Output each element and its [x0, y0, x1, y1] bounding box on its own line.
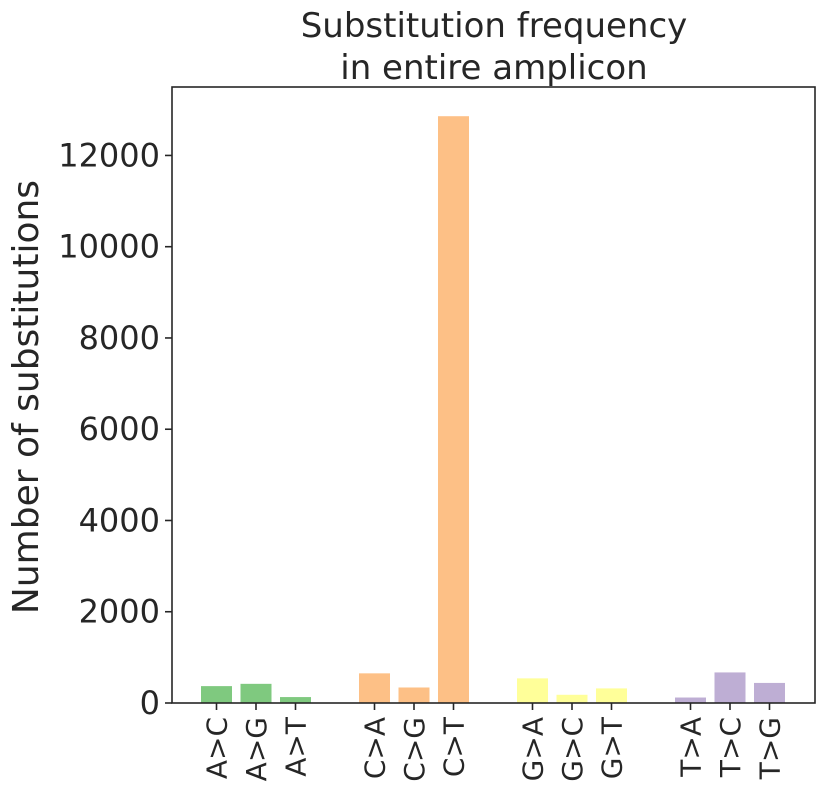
bar-G-to-A: [517, 678, 548, 703]
chart-title-line-1: Substitution frequency: [301, 6, 688, 46]
y-tick-label: 10000: [58, 228, 160, 266]
x-tick-label: A>C: [201, 717, 234, 779]
bar-G-to-C: [556, 694, 588, 703]
bar-T-to-A: [675, 697, 706, 703]
y-tick-label: 2000: [79, 593, 160, 631]
chart-title-line-2: in entire amplicon: [340, 48, 647, 88]
x-tick-label: C>G: [398, 717, 431, 782]
x-axis-ticks: A>C A>G A>T C>A C>G C>T G>A G>C G>T T>A T>C T>G: [201, 703, 787, 782]
bar-G-to-T: [596, 688, 627, 703]
bars-layer: [201, 116, 785, 704]
bar-A-to-G: [240, 683, 272, 703]
y-tick-label: 8000: [79, 319, 160, 357]
bar-C-to-G: [398, 687, 430, 703]
x-tick-label: A>T: [280, 716, 313, 777]
bar-C-to-T: [438, 116, 469, 704]
plot-frame: [171, 86, 816, 704]
bar-A-to-C: [201, 686, 232, 703]
x-tick-label: C>T: [438, 716, 471, 777]
x-tick-label: G>A: [517, 717, 550, 781]
x-tick-label: T>G: [754, 717, 787, 780]
y-axis-label: Number of substitutions: [6, 180, 47, 614]
y-tick-label: 12000: [58, 136, 160, 174]
x-tick-label: A>G: [240, 717, 273, 781]
bar-T-to-G: [754, 682, 785, 703]
x-tick-label: G>C: [556, 717, 589, 782]
x-tick-label: T>C: [714, 717, 747, 778]
y-tick-label: 6000: [79, 410, 160, 448]
bar-C-to-A: [359, 673, 390, 703]
y-tick-label: 0: [140, 684, 160, 722]
x-tick-label: C>A: [359, 717, 392, 779]
bar-A-to-T: [280, 697, 311, 703]
bar-T-to-C: [714, 672, 746, 703]
y-axis-ticks: 0 2000 4000 6000 8000 10000 12000: [58, 136, 172, 722]
x-tick-label: T>A: [675, 717, 708, 778]
y-tick-label: 4000: [79, 501, 160, 539]
x-tick-label: G>T: [596, 716, 629, 779]
